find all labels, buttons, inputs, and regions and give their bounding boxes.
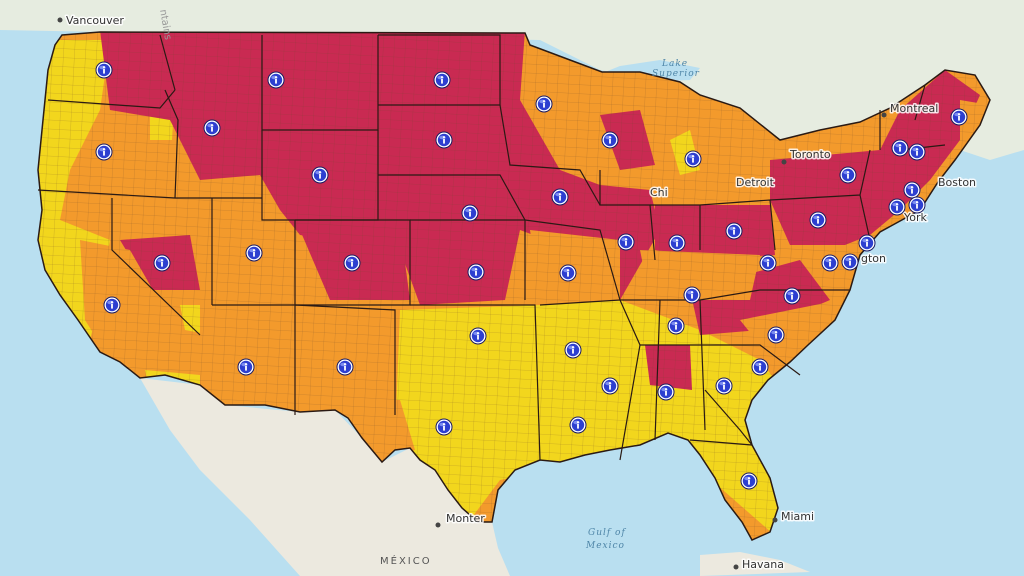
- city-dot: [881, 112, 887, 118]
- info-icon[interactable]: [433, 71, 451, 89]
- info-icon[interactable]: [908, 143, 926, 161]
- info-icon[interactable]: [461, 204, 479, 222]
- city-dot: [57, 17, 63, 23]
- info-icon[interactable]: [469, 327, 487, 345]
- info-icon[interactable]: [950, 108, 968, 126]
- label-lake-superior-2: Superior: [652, 69, 700, 79]
- mexico-land: [140, 378, 510, 576]
- label-mountains: ntains: [157, 9, 173, 41]
- label-mexico: MÉXICO: [380, 554, 432, 567]
- info-pins: [95, 61, 968, 490]
- info-icon[interactable]: [245, 244, 263, 262]
- info-icon[interactable]: [740, 472, 758, 490]
- cuba-land: [700, 552, 810, 576]
- info-icon[interactable]: [751, 358, 769, 376]
- label-detroit: Detroit: [736, 176, 775, 189]
- info-icon[interactable]: [617, 233, 635, 251]
- info-icon[interactable]: [551, 188, 569, 206]
- info-icon[interactable]: [683, 286, 701, 304]
- info-icon[interactable]: [821, 254, 839, 272]
- info-icon[interactable]: [759, 254, 777, 272]
- info-icon[interactable]: [891, 139, 909, 157]
- info-icon[interactable]: [715, 377, 733, 395]
- info-icon[interactable]: [601, 131, 619, 149]
- info-icon[interactable]: [203, 119, 221, 137]
- canada-land: [0, 0, 1024, 160]
- label-lake-superior-1: Lake: [661, 59, 688, 69]
- info-icon[interactable]: [783, 287, 801, 305]
- info-icon[interactable]: [839, 166, 857, 184]
- info-icon[interactable]: [95, 61, 113, 79]
- info-icon[interactable]: [103, 296, 121, 314]
- label-miami: Miami: [781, 510, 814, 523]
- info-icon[interactable]: [903, 181, 921, 199]
- city-dot: [733, 564, 739, 570]
- info-icon[interactable]: [684, 150, 702, 168]
- label-monterrey: Monter: [446, 512, 485, 525]
- info-icon[interactable]: [535, 95, 553, 113]
- info-icon[interactable]: [237, 358, 255, 376]
- info-icon[interactable]: [858, 234, 876, 252]
- city-dot: [781, 159, 787, 165]
- info-icon[interactable]: [767, 326, 785, 344]
- info-icon[interactable]: [569, 416, 587, 434]
- info-icon[interactable]: [668, 234, 686, 252]
- info-icon[interactable]: [467, 263, 485, 281]
- info-icon[interactable]: [153, 254, 171, 272]
- info-icon[interactable]: [343, 254, 361, 272]
- info-icon[interactable]: [888, 198, 906, 216]
- info-icon[interactable]: [267, 71, 285, 89]
- place-labels: Vancouver Montreal Toronto Detroit Chi B…: [57, 9, 978, 573]
- info-icon[interactable]: [908, 196, 926, 214]
- label-toronto: Toronto: [789, 148, 831, 161]
- city-dot: [435, 522, 441, 528]
- label-new-york: York: [903, 211, 928, 224]
- info-icon[interactable]: [809, 211, 827, 229]
- label-boston: Boston: [938, 176, 976, 189]
- info-icon[interactable]: [311, 166, 329, 184]
- info-icon[interactable]: [435, 418, 453, 436]
- state-borders: [37, 34, 946, 461]
- info-icon[interactable]: [559, 264, 577, 282]
- info-icon[interactable]: [725, 222, 743, 240]
- info-icon[interactable]: [435, 131, 453, 149]
- info-icon[interactable]: [657, 383, 675, 401]
- label-gulf-1: Gulf of: [588, 528, 626, 538]
- info-icon[interactable]: [95, 143, 113, 161]
- info-icon[interactable]: [336, 358, 354, 376]
- label-montreal: Montreal: [890, 102, 938, 115]
- info-icon[interactable]: [564, 341, 582, 359]
- info-icon[interactable]: [667, 317, 685, 335]
- label-vancouver: Vancouver: [66, 14, 124, 27]
- label-chicago: Chi: [650, 186, 668, 199]
- label-gulf-2: Mexico: [585, 541, 625, 551]
- city-dot: [772, 517, 778, 523]
- label-havana: Havana: [742, 558, 784, 571]
- info-icon[interactable]: [601, 377, 619, 395]
- label-washington: gton: [861, 252, 886, 265]
- info-icon[interactable]: [841, 253, 859, 271]
